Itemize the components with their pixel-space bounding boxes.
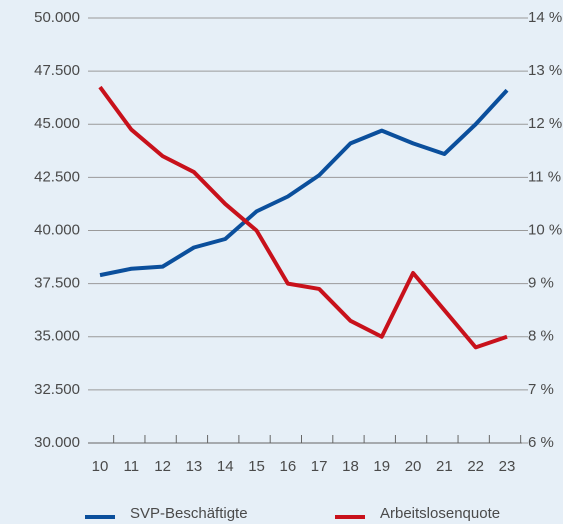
y2-tick-label: 8 % bbox=[528, 328, 554, 345]
series-line bbox=[98, 85, 508, 350]
x-tick-label: 19 bbox=[373, 458, 390, 475]
series-line bbox=[99, 88, 509, 278]
x-tick-label: 15 bbox=[248, 458, 265, 475]
legend-label: SVP-Beschäftigte bbox=[130, 505, 248, 522]
y-tick-label: 50.000 bbox=[34, 9, 80, 26]
y2-tick-label: 9 % bbox=[528, 275, 554, 292]
y-tick-label: 40.000 bbox=[34, 221, 80, 238]
x-tick-label: 17 bbox=[311, 458, 328, 475]
x-tick-label: 23 bbox=[499, 458, 516, 475]
y-tick-label: 47.500 bbox=[34, 62, 80, 79]
y2-tick-label: 7 % bbox=[528, 381, 554, 398]
y2-tick-label: 13 % bbox=[528, 62, 562, 79]
y-tick-label: 42.500 bbox=[34, 168, 80, 185]
y2-tick-label: 11 % bbox=[528, 168, 561, 185]
x-tick-label: 11 bbox=[124, 458, 140, 475]
x-tick-label: 12 bbox=[154, 458, 171, 475]
y2-tick-label: 10 % bbox=[528, 221, 562, 238]
y2-tick-label: 12 % bbox=[528, 115, 562, 132]
x-tick-label: 16 bbox=[280, 458, 297, 475]
y-tick-label: 32.500 bbox=[34, 381, 80, 398]
y-tick-label: 30.000 bbox=[34, 434, 80, 451]
y-tick-label: 45.000 bbox=[34, 115, 80, 132]
y2-tick-label: 6 % bbox=[528, 434, 554, 451]
x-tick-label: 18 bbox=[342, 458, 359, 475]
x-tick-label: 21 bbox=[436, 458, 453, 475]
y-tick-label: 35.000 bbox=[34, 328, 80, 345]
x-tick-label: 13 bbox=[186, 458, 203, 475]
x-tick-label: 10 bbox=[92, 458, 109, 475]
y2-tick-label: 14 % bbox=[528, 9, 562, 26]
x-tick-label: 20 bbox=[405, 458, 422, 475]
legend-label: Arbeitslosenquote bbox=[380, 505, 500, 522]
y-tick-label: 37.500 bbox=[34, 275, 80, 292]
x-tick-label: 22 bbox=[467, 458, 484, 475]
x-tick-label: 14 bbox=[217, 458, 234, 475]
